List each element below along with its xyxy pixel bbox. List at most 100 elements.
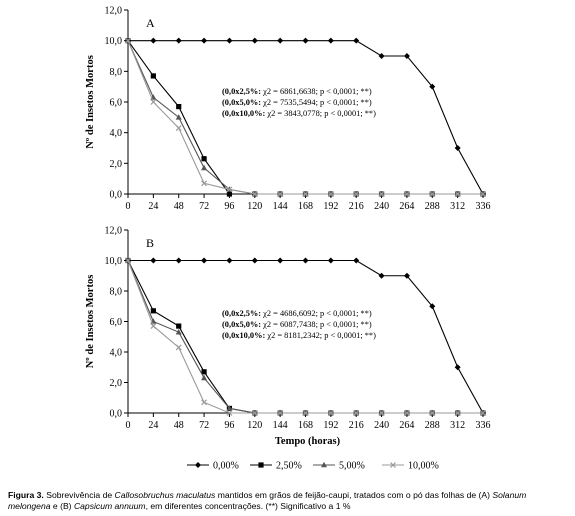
- data-point: [277, 37, 284, 44]
- y-tick-label: 4,0: [110, 128, 123, 139]
- x-tick-label: 192: [323, 420, 338, 431]
- x-tick-label: 120: [247, 420, 262, 431]
- data-point: [454, 191, 461, 197]
- x-tick-label: 96: [224, 420, 234, 431]
- annotation-label: (0,0x5,0%:: [222, 320, 261, 329]
- data-point: [403, 272, 410, 279]
- y-tick-label: 12,0: [105, 226, 123, 237]
- annotation-stats: χ2 = 3843,0778; p < 0,0001; **): [265, 109, 376, 118]
- y-tick-label: 10,0: [105, 36, 123, 47]
- x-tick-label: 72: [199, 420, 209, 431]
- annotation-stats: χ2 = 7535,5494; p < 0,0001; **): [261, 98, 372, 107]
- data-point: [176, 323, 182, 329]
- data-point: [353, 191, 360, 197]
- data-point: [277, 191, 284, 197]
- data-point: [226, 405, 233, 411]
- data-point: [429, 191, 436, 197]
- legend-marker: [258, 462, 264, 468]
- x-tick-label: 168: [298, 201, 313, 212]
- data-point: [251, 257, 258, 264]
- annotation-line: (0,0x5,0%: χ2 = 6087,7438; p < 0,0001; *…: [222, 320, 372, 329]
- data-point: [175, 37, 182, 44]
- caption-species-1: Callosobruchus maculatus: [114, 490, 216, 500]
- data-point: [201, 164, 208, 171]
- data-point: [404, 410, 410, 416]
- caption-fig-label: Figura 3.: [8, 490, 44, 500]
- y-tick-label: 12,0: [105, 6, 123, 17]
- y-tick-label: 6,0: [110, 317, 123, 328]
- annotation-line: (0,0x10,0%: χ2 = 8181,2342; p < 0,0001; …: [222, 331, 376, 340]
- x-tick-label: 144: [273, 201, 288, 212]
- data-point: [201, 180, 207, 187]
- data-point: [251, 191, 258, 197]
- annotation-line: (0,0x10,0%: χ2 = 3843,0778; p < 0,0001; …: [222, 109, 376, 118]
- y-tick-label: 8,0: [110, 67, 123, 78]
- data-point: [327, 37, 334, 44]
- x-tick-label: 288: [425, 201, 440, 212]
- caption-text-1: Sobrevivência de: [43, 490, 115, 500]
- annotation-stats: χ2 = 4686,6092; p < 0,0001; **): [261, 309, 372, 318]
- x-tick-label: 24: [148, 420, 158, 431]
- data-point: [201, 156, 207, 162]
- data-point: [150, 99, 157, 105]
- annotation-stats: χ2 = 6861,6638; p < 0,0001; **): [261, 87, 372, 96]
- y-tick-label: 2,0: [110, 159, 123, 170]
- x-tick-label: 0: [126, 420, 131, 431]
- data-point: [175, 328, 182, 335]
- panel-a: 0,0 2,0 4,0 6,0 8,0 10,0 12,0 0 24 48 72 96 120 144 16…: [85, 6, 491, 213]
- legend-label: 5,00%: [339, 461, 365, 472]
- panel-label: A: [146, 16, 155, 30]
- data-point: [175, 257, 182, 264]
- caption-species-2: Solanum melongena: [8, 490, 527, 511]
- data-point: [125, 37, 131, 44]
- data-point: [201, 37, 208, 44]
- legend-label: 10,00%: [408, 461, 439, 472]
- series-000: [125, 257, 486, 416]
- y-tick-label: 4,0: [110, 348, 123, 359]
- data-point: [175, 344, 182, 351]
- data-point: [175, 125, 182, 131]
- data-point: [378, 410, 385, 416]
- data-point: [454, 145, 461, 151]
- y-axis-label: Nº de Insetos Mortos: [85, 275, 96, 369]
- caption-species-3: Capsicum annuum: [73, 501, 146, 511]
- y-axis-label: Nº de Insetos Mortos: [85, 55, 96, 149]
- x-tick-label: 48: [174, 420, 184, 431]
- data-point: [176, 104, 182, 110]
- data-point: [429, 410, 436, 416]
- series-1000: [125, 257, 486, 416]
- data-point: [175, 114, 182, 120]
- data-point: [150, 308, 156, 314]
- data-point: [226, 37, 233, 44]
- data-point: [150, 73, 156, 79]
- x-tick-label: 72: [199, 201, 209, 212]
- y-tick-label: 10,0: [105, 256, 123, 267]
- x-tick-label: 96: [224, 201, 234, 212]
- x-tick-label: 216: [349, 201, 364, 212]
- legend-label: 2,50%: [276, 461, 302, 472]
- data-point: [429, 303, 436, 310]
- annotation-line: (0,0x2,5%: χ2 = 4686,6092; p < 0,0001; *…: [222, 309, 372, 318]
- series-000: [125, 37, 486, 197]
- data-point: [201, 369, 207, 375]
- caption-text-4: , em diferentes concentrações. (**) Sign…: [145, 501, 351, 511]
- data-point: [226, 186, 233, 193]
- data-point: [125, 257, 131, 264]
- data-point: [327, 191, 334, 197]
- data-point: [201, 374, 208, 381]
- legend: 0,00% 2,50% 5,00% 10,00%: [187, 461, 439, 472]
- data-point: [226, 191, 233, 197]
- x-tick-label: 24: [148, 201, 158, 212]
- x-tick-label: 48: [174, 201, 184, 212]
- data-point: [302, 191, 309, 197]
- data-point: [277, 410, 284, 416]
- x-tick-label: 336: [476, 201, 491, 212]
- legend-entry-250: 2,50%: [250, 461, 302, 472]
- legend-entry-1000: 10,00%: [382, 461, 439, 472]
- legend-label: 0,00%: [213, 461, 239, 472]
- legend-marker: [321, 461, 327, 468]
- annotation-stats: χ2 = 6087,7438; p < 0,0001; **): [261, 320, 372, 329]
- annotation-label: (0,0x2,5%:: [222, 309, 261, 318]
- y-tick-label: 0,0: [110, 409, 123, 420]
- data-point: [378, 272, 385, 279]
